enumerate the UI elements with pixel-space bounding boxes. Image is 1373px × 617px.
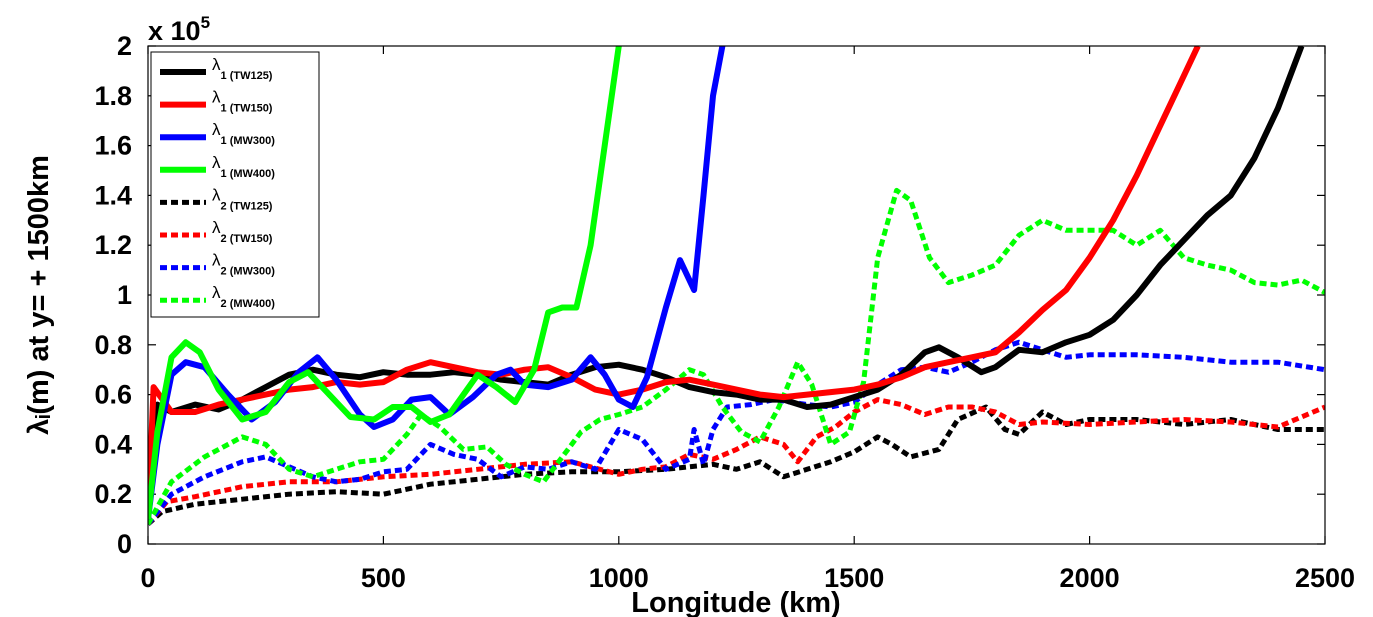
legend-case: (MW400) bbox=[230, 168, 276, 180]
legend-symbol: λ bbox=[212, 153, 221, 172]
legend-label: λ2 (TW125) bbox=[212, 185, 273, 212]
y-tick-label: 0.2 bbox=[94, 479, 132, 509]
legend-case: (TW150) bbox=[230, 233, 273, 245]
legend-label: λ1 (TW125) bbox=[212, 55, 273, 82]
series-layer bbox=[148, 46, 1325, 526]
y-tick-label: 1.4 bbox=[94, 180, 132, 210]
y-tick-label: 0.8 bbox=[94, 330, 132, 360]
series-line-3 bbox=[148, 46, 726, 520]
legend-index: 1 bbox=[221, 103, 230, 115]
y-multiplier-exponent: 5 bbox=[201, 13, 210, 32]
legend-symbol: λ bbox=[212, 185, 221, 204]
legend-index: 2 bbox=[221, 266, 230, 278]
series-line-4 bbox=[148, 46, 622, 520]
plot-frame bbox=[147, 45, 1326, 545]
legend-case: (TW125) bbox=[230, 200, 273, 212]
x-tick-label: 2500 bbox=[1295, 563, 1355, 593]
series-line-5 bbox=[148, 404, 1325, 526]
legend-label: λ2 (MW400) bbox=[212, 283, 275, 310]
legend-label: λ1 (TW150) bbox=[212, 88, 273, 115]
legend-symbol: λ bbox=[212, 55, 221, 74]
x-tick-label: 1500 bbox=[824, 563, 884, 593]
y-tick-label: 2 bbox=[117, 31, 132, 61]
series-line-6 bbox=[148, 397, 1325, 526]
legend-index: 1 bbox=[221, 70, 230, 82]
legend-box bbox=[150, 51, 320, 318]
legend-label: λ2 (MW300) bbox=[212, 251, 275, 278]
y-tick-label: 1.8 bbox=[94, 81, 132, 111]
y-tick-label: 1 bbox=[117, 280, 132, 310]
y-multiplier-label: x 105 bbox=[148, 13, 210, 46]
y-tick-label: 0.4 bbox=[94, 429, 132, 459]
x-tick-label: 0 bbox=[140, 563, 155, 593]
legend-case: (MW300) bbox=[230, 266, 276, 278]
legend-symbol: λ bbox=[212, 283, 221, 302]
y-tick-label: 0 bbox=[117, 529, 132, 559]
series-line-7 bbox=[148, 339, 1325, 526]
x-axis-title: Longitude (km) bbox=[631, 587, 840, 617]
y-axis-title: λᵢ(m) at y= + 1500km bbox=[23, 155, 55, 435]
y-tick-label: 1.2 bbox=[94, 230, 132, 260]
legend-label: λ1 (MW400) bbox=[212, 153, 275, 180]
legend-symbol: λ bbox=[212, 251, 221, 270]
legend-index: 1 bbox=[221, 135, 230, 147]
series-line-1 bbox=[148, 46, 1305, 515]
legend-index: 1 bbox=[221, 168, 230, 180]
legend-symbol: λ bbox=[212, 120, 221, 139]
x-tick-label: 500 bbox=[361, 563, 406, 593]
x-tick-label: 2000 bbox=[1060, 563, 1120, 593]
y-tick-label: 0.6 bbox=[94, 380, 132, 410]
legend-case: (TW125) bbox=[230, 70, 273, 82]
legend-symbol: λ bbox=[212, 218, 221, 237]
legend-label: λ2 (TW150) bbox=[212, 218, 273, 245]
legend-case: (MW400) bbox=[230, 298, 276, 310]
legend-index: 2 bbox=[221, 233, 230, 245]
y-tick-label: 1.6 bbox=[94, 131, 132, 161]
series-line-2 bbox=[148, 46, 1201, 520]
legend-symbol: λ bbox=[212, 88, 221, 107]
axis-ticks: 0 500 1000 1500 2000 2500 0 0.2 0.4 0.6 0.8 1 1.2 1.4… bbox=[94, 31, 1355, 593]
legend-label: λ1 (MW300) bbox=[212, 120, 275, 147]
x-tick-label: 1000 bbox=[589, 563, 649, 593]
legend: λ1 (TW125)λ1 (TW150)λ1 (MW300)λ1 (MW400)… bbox=[150, 51, 320, 318]
legend-case: (TW150) bbox=[230, 103, 273, 115]
legend-case: (MW300) bbox=[230, 135, 276, 147]
legend-index: 2 bbox=[221, 298, 230, 310]
legend-index: 2 bbox=[221, 200, 230, 212]
